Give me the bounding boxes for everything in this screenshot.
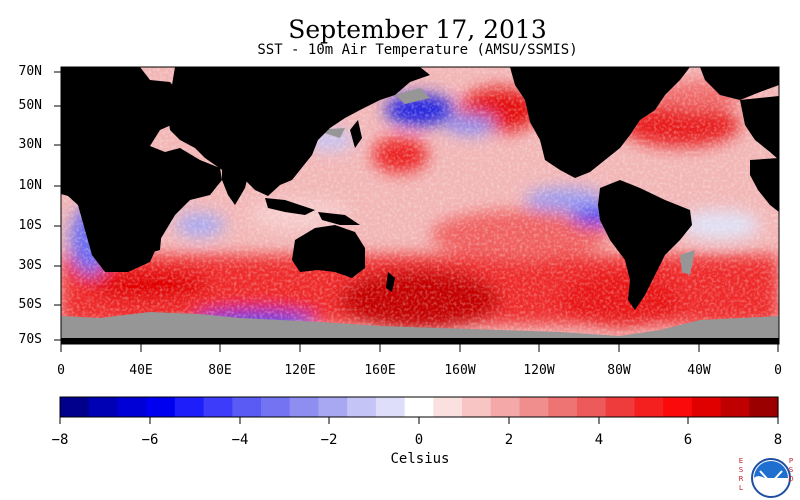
colorbar [60,397,779,417]
lon-label-40w: 40W [687,363,711,378]
colorbar-swatch [289,397,320,417]
land-mask [61,67,779,344]
lon-label-160e: 160E [364,363,396,378]
lon-label-0: 0 [57,363,65,378]
lon-label-40e: 40E [129,363,153,378]
colorbar-swatch [462,397,492,417]
colorbar-swatch [375,397,406,417]
colorbar-units: Celsius [390,451,450,467]
lat-label-50s: 50S [18,297,42,312]
colorbar-label-minus6: −6 [141,432,159,448]
colorbar-label-minus8: −8 [51,432,69,448]
colorbar-swatch [261,397,291,417]
lon-label-120e: 120E [284,363,316,378]
lat-label-70n: 70N [18,64,42,79]
colorbar-swatch [749,397,779,417]
colorbar-swatch [60,397,90,417]
colorbar-swatch [404,397,434,417]
colorbar-label-2: 2 [504,432,514,448]
noaa-emblem-icon [751,458,791,498]
colorbar-swatch [174,397,205,417]
colorbar-label-minus2: −2 [320,432,338,448]
colorbar-swatch [548,397,578,417]
colorbar-label-8: 8 [773,432,783,448]
lon-label-0-east: 0 [774,363,782,378]
colorbar-swatch [232,397,262,417]
colorbar-swatch [203,397,233,417]
colorbar-swatch [576,397,607,417]
colorbar-label-minus4: −4 [231,432,249,448]
colorbar-ticks [59,417,779,424]
map-subtitle: SST - 10m Air Temperature (AMSU/SSMIS) [257,42,578,58]
colorbar-swatch [318,397,348,417]
colorbar-swatch [605,397,635,417]
map-title: September 17, 2013 [288,15,547,44]
colorbar-swatch [519,397,549,417]
colorbar-swatch [490,397,521,417]
lat-label-50n: 50N [18,98,42,113]
colorbar-label-4: 4 [594,432,604,448]
map-field [61,67,779,344]
latitude-ticks [54,71,61,341]
colorbar-swatch [663,397,693,417]
colorbar-swatch [117,397,147,417]
lat-label-30n: 30N [18,137,42,152]
colorbar-label-6: 6 [683,432,693,448]
lon-label-120w: 120W [523,363,555,378]
colorbar-swatch [720,397,750,417]
longitude-ticks [60,344,779,352]
colorbar-swatch [634,397,664,417]
lon-label-80w: 80W [607,363,631,378]
lat-label-10s: 10S [18,218,42,233]
colorbar-label-0: 0 [414,432,424,448]
lat-label-10n: 10N [18,178,42,193]
lon-label-160w: 160W [444,363,476,378]
colorbar-swatch [146,397,176,417]
lon-label-80e: 80E [208,363,232,378]
colorbar-swatch [433,397,463,417]
lat-label-70s: 70S [18,332,42,347]
lat-label-30s: 30S [18,258,42,273]
colorbar-swatch [691,397,722,417]
colorbar-swatch [88,397,119,417]
map-frame [60,66,780,345]
colorbar-swatch [347,397,377,417]
